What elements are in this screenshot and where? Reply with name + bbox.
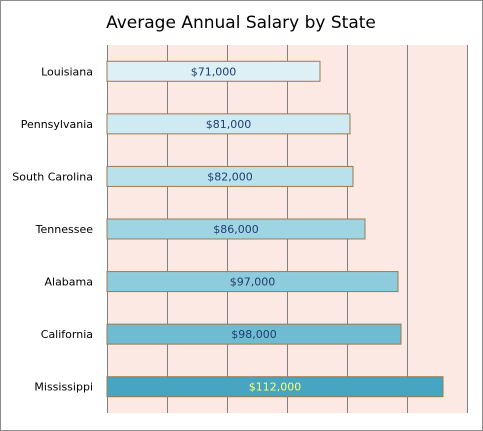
bar	[106, 376, 444, 398]
category-label: Mississippi	[34, 381, 93, 394]
data-label: $81,000	[206, 118, 252, 131]
category-label: California	[41, 328, 93, 341]
category-label: Louisiana	[41, 65, 93, 78]
bar	[106, 165, 354, 187]
chart-title: Average Annual Salary by State	[106, 13, 376, 33]
category-label: Pennsylvania	[21, 118, 93, 131]
category-label: Tennessee	[35, 223, 94, 236]
bar	[106, 271, 399, 293]
category-label: South Carolina	[12, 170, 93, 183]
data-label: $112,000	[249, 381, 302, 394]
bar	[106, 60, 321, 82]
category-labels: Louisiana Pennsylvania South Carolina Tenne…	[12, 65, 93, 393]
data-label: $86,000	[213, 223, 259, 236]
data-label: $97,000	[230, 276, 276, 289]
category-label: Alabama	[44, 276, 93, 289]
bar	[106, 113, 351, 135]
data-labels: $71,000 $81,000 $82,000 $86,000 $97,000 $98,0…	[191, 65, 302, 393]
data-label: $82,000	[207, 170, 253, 183]
data-label: $71,000	[191, 65, 237, 78]
bars	[106, 60, 444, 398]
bar	[106, 218, 366, 240]
data-label: $98,000	[231, 328, 277, 341]
bar	[106, 323, 402, 345]
